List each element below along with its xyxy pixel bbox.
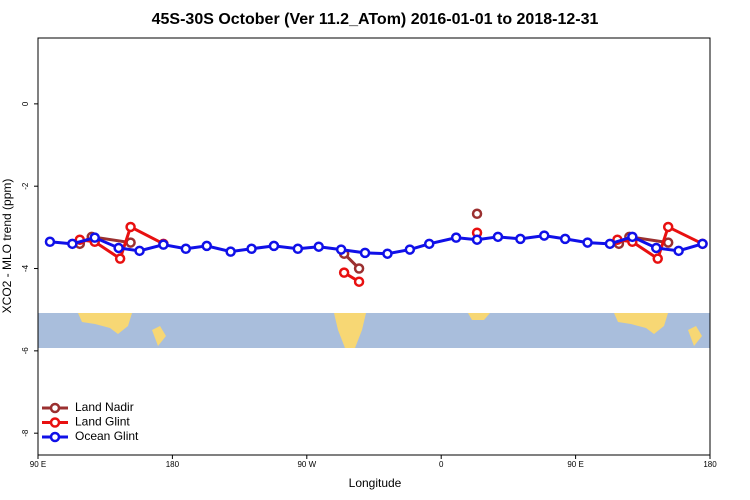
- point: [158, 239, 169, 250]
- point: [450, 232, 462, 243]
- x-tick-label: 180: [166, 460, 180, 469]
- point: [353, 263, 365, 274]
- point: [225, 246, 236, 257]
- x-axis-label: Longitude: [349, 476, 402, 490]
- point: [114, 253, 126, 264]
- y-tick-label: -4: [21, 264, 30, 272]
- x-tick-label: 0: [439, 460, 444, 469]
- point: [471, 234, 483, 245]
- point: [382, 248, 393, 259]
- legend-label: Land Glint: [75, 415, 130, 429]
- point: [268, 240, 280, 252]
- point: [44, 236, 56, 248]
- point: [424, 238, 435, 250]
- point: [338, 267, 350, 278]
- legend-marker: [49, 402, 61, 414]
- point: [673, 245, 684, 257]
- point: [627, 231, 638, 243]
- series-line: [49, 234, 703, 256]
- legend-label: Land Nadir: [75, 400, 134, 414]
- legend-marker: [49, 431, 61, 443]
- point: [89, 232, 100, 243]
- point: [652, 253, 663, 264]
- x-tick-label: 90 E: [30, 460, 46, 469]
- point: [201, 240, 212, 252]
- y-tick-label: 0: [21, 101, 30, 106]
- point: [246, 243, 257, 255]
- legend-marker: [49, 417, 61, 428]
- point: [113, 242, 124, 254]
- x-tick-label: 90 W: [297, 460, 316, 469]
- plot-frame: [37, 37, 711, 456]
- point: [353, 276, 365, 287]
- point: [662, 221, 674, 233]
- point: [604, 238, 616, 250]
- y-tick-label: -2: [21, 182, 30, 190]
- point: [471, 208, 483, 220]
- legend-label: Ocean Glint: [75, 429, 139, 443]
- point: [134, 245, 145, 257]
- point: [492, 231, 504, 243]
- point: [697, 238, 708, 250]
- point: [582, 237, 593, 248]
- point: [559, 233, 571, 245]
- point: [650, 242, 662, 254]
- point: [313, 241, 324, 252]
- chart-title: 45S-30S October (Ver 11.2_ATom) 2016-01-…: [152, 11, 599, 28]
- point: [359, 247, 371, 259]
- map-band: [38, 313, 710, 348]
- point: [515, 233, 526, 245]
- y-tick-label: -6: [21, 347, 30, 355]
- point: [404, 244, 416, 255]
- point: [180, 243, 192, 255]
- point: [125, 221, 136, 233]
- y-axis-label: XCO2 - MLO trend (ppm): [0, 179, 14, 314]
- point: [67, 238, 78, 250]
- x-tick-label: 180: [703, 460, 717, 469]
- point: [538, 230, 550, 241]
- point: [335, 244, 347, 255]
- x-tick-label: 90 E: [567, 460, 583, 469]
- y-tick-label: -8: [21, 429, 30, 437]
- point: [292, 243, 304, 255]
